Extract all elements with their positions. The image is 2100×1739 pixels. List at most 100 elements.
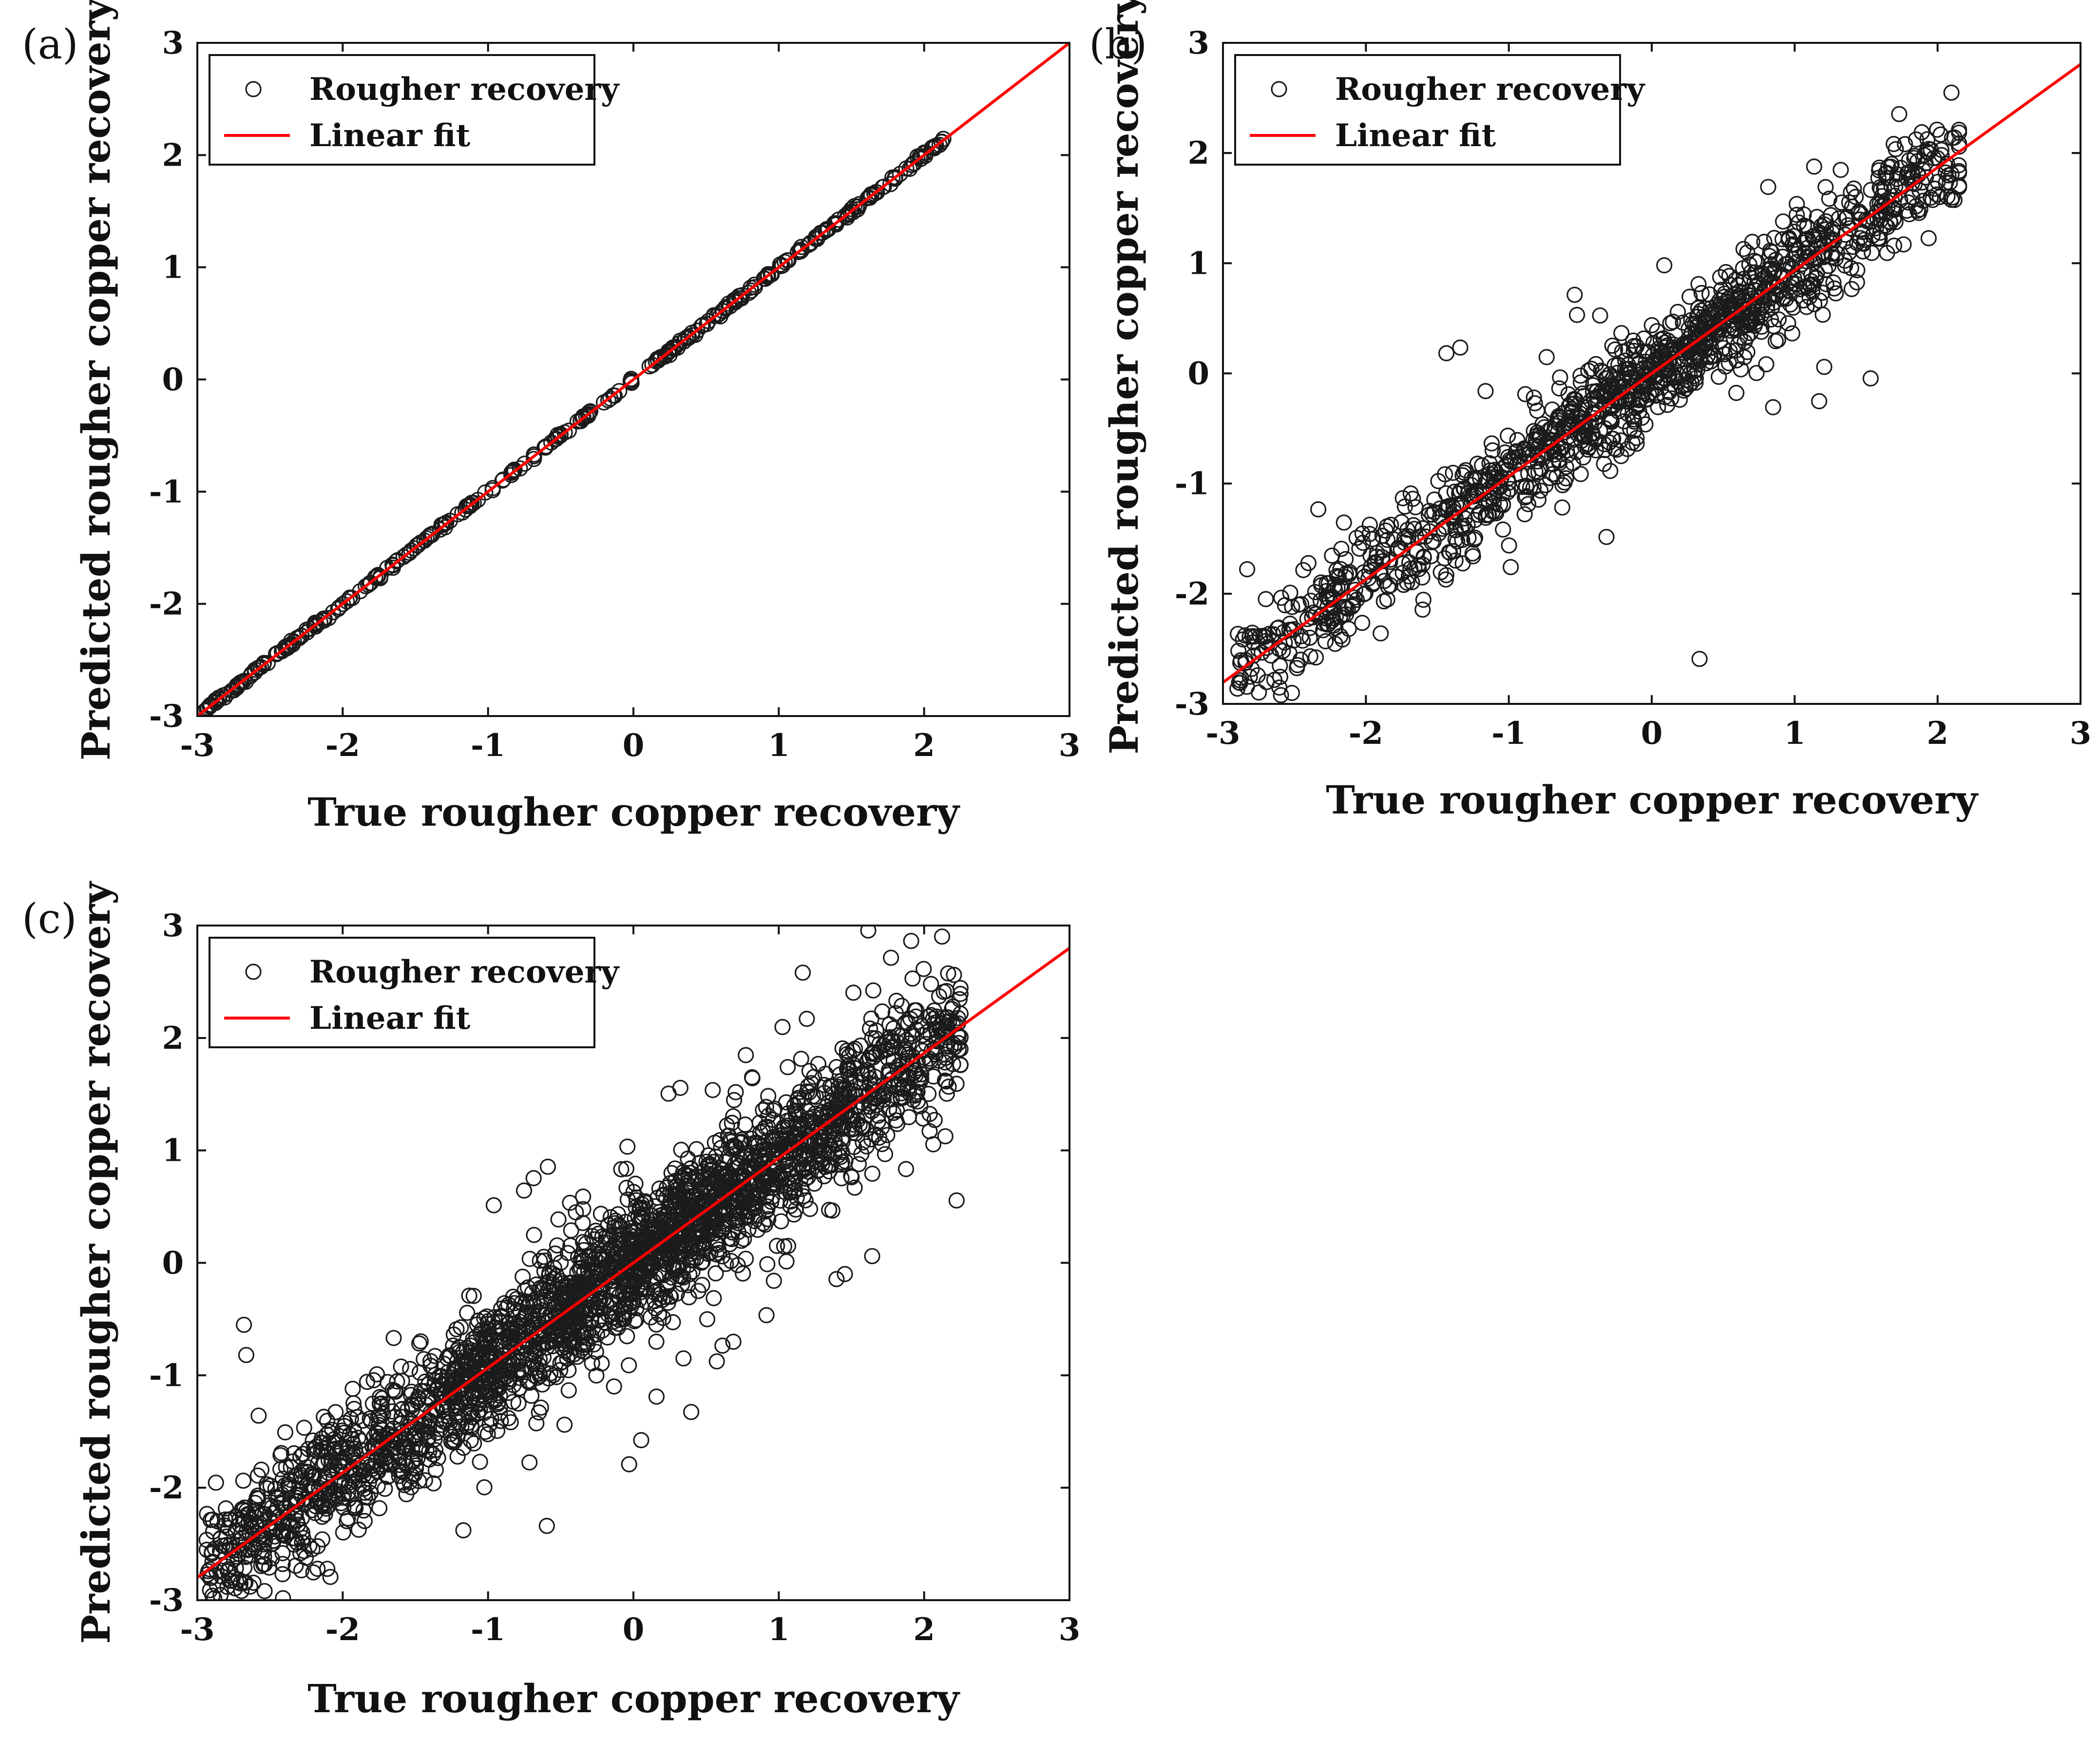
data-point (1399, 522, 1416, 538)
data-point (837, 208, 854, 225)
data-point (1566, 286, 1583, 303)
data-point (401, 1474, 418, 1491)
data-point (584, 1228, 601, 1244)
data-point (1437, 571, 1454, 588)
data-point (236, 1317, 252, 1333)
data-point (515, 1268, 531, 1285)
data-point (639, 1256, 655, 1272)
data-point (202, 698, 218, 715)
data-point (1295, 632, 1311, 649)
data-point (563, 1222, 579, 1239)
data-point (540, 1267, 557, 1285)
data-point (324, 1421, 341, 1438)
data-point (369, 568, 385, 585)
data-point (846, 1040, 863, 1057)
data-point (1846, 180, 1862, 197)
data-point (1748, 365, 1765, 381)
data-point (1845, 239, 1861, 255)
data-point (948, 1076, 965, 1092)
data-point (1643, 317, 1660, 334)
data-point (821, 1163, 838, 1180)
data-point (897, 1161, 915, 1177)
data-point (638, 1280, 655, 1296)
data-point (575, 1188, 592, 1205)
data-point (1627, 353, 1644, 369)
data-point (1585, 377, 1602, 394)
data-point (346, 1400, 363, 1417)
data-point (238, 1532, 255, 1549)
data-point (925, 1068, 942, 1085)
data-point (344, 1431, 360, 1447)
data-point (1292, 651, 1309, 668)
data-point (855, 1134, 871, 1151)
data-point (692, 1183, 709, 1199)
data-point (1230, 625, 1246, 642)
data-point (881, 1016, 898, 1033)
data-point (232, 674, 248, 691)
x-tick-label: 2 (913, 1611, 935, 1648)
ticks: -3 -2 -1 0 1 2 3 -3 -2 -1 0 1 2 3 (149, 907, 1080, 1648)
data-point (861, 1075, 878, 1092)
data-point (594, 1228, 611, 1245)
data-point (402, 1413, 419, 1430)
data-point (765, 1272, 782, 1289)
data-point (1460, 529, 1477, 546)
data-point (257, 1506, 273, 1523)
data-point (1564, 403, 1580, 419)
data-point (1775, 248, 1791, 265)
data-point (539, 1158, 556, 1175)
data-point (845, 1139, 862, 1155)
data-point (933, 134, 950, 151)
data-point (1327, 636, 1343, 652)
data-point (882, 949, 899, 966)
data-point (1683, 325, 1700, 341)
data-point (903, 933, 919, 949)
data-point (1318, 583, 1335, 599)
x-tick-label: 3 (2070, 715, 2092, 752)
data-point (384, 1381, 401, 1398)
data-point (923, 976, 939, 992)
data-point (1254, 644, 1270, 661)
data-point (766, 1100, 783, 1117)
ticks: -3 -2 -1 0 1 2 3 -3 -2 -1 0 1 2 3 (1175, 25, 2091, 752)
data-point (237, 673, 254, 690)
data-point (759, 1256, 776, 1272)
data-point (1929, 173, 1946, 190)
data-point (421, 1413, 438, 1430)
data-point (667, 1160, 684, 1177)
data-point (476, 1310, 493, 1326)
data-point (394, 1463, 410, 1480)
data-point (834, 1086, 850, 1103)
data-point (758, 1098, 775, 1115)
data-point (583, 1328, 600, 1345)
data-point (366, 1440, 383, 1457)
data-point (495, 1361, 512, 1378)
data-point (725, 1092, 743, 1108)
legend-label-fit: Linear fit (309, 117, 471, 154)
data-point (277, 1424, 294, 1441)
data-point (535, 1335, 551, 1352)
data-point (1628, 430, 1645, 446)
data-point (592, 1246, 608, 1263)
data-point (650, 1219, 667, 1235)
data-point (1731, 283, 1748, 300)
data-point (925, 1136, 942, 1153)
data-point (697, 1240, 713, 1257)
data-point (744, 1069, 761, 1086)
data-point (1833, 194, 1850, 211)
data-point (874, 1003, 891, 1020)
data-point (1233, 652, 1249, 669)
data-point (1405, 517, 1422, 533)
legend-marker-circle (245, 964, 262, 980)
data-point (602, 390, 619, 407)
data-point (660, 1277, 676, 1293)
data-point (1231, 674, 1247, 691)
data-point (874, 1119, 890, 1136)
data-point (633, 1280, 650, 1296)
data-point (514, 1337, 531, 1354)
data-point (308, 1438, 325, 1455)
data-point (596, 1314, 613, 1331)
data-point (1483, 435, 1500, 452)
data-point (343, 1411, 359, 1427)
data-point (532, 1252, 548, 1269)
